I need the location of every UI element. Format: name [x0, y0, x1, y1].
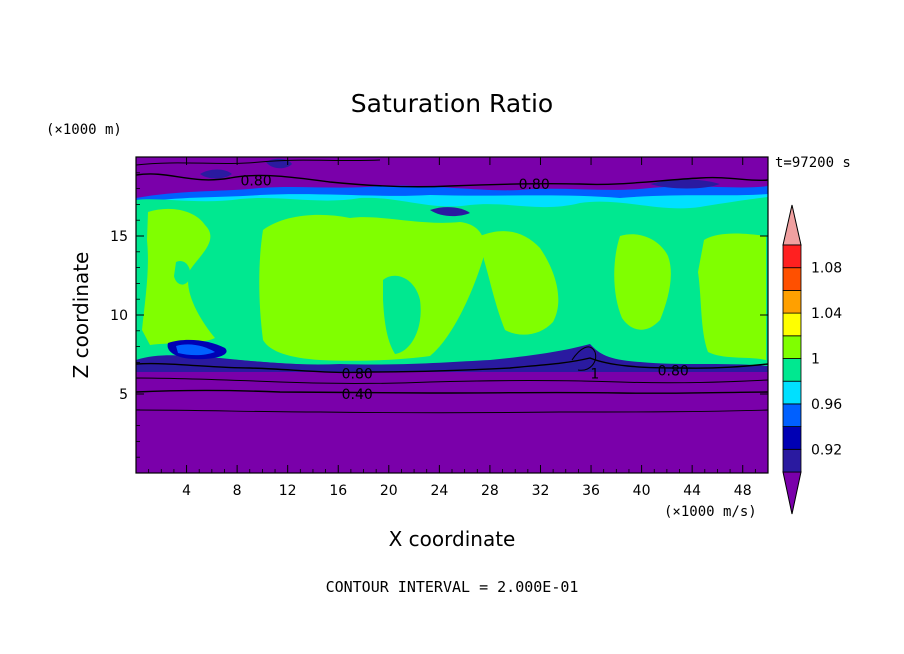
saturation-field: [136, 157, 768, 473]
x-tick-label-36: 36: [582, 483, 600, 499]
colorbar-segment-2: [782, 426, 802, 450]
x-tick-label-12: 12: [279, 483, 297, 499]
contour-label-5: 1: [590, 366, 599, 382]
colorbar-segment-10: [782, 244, 802, 269]
cloud-base-band: [136, 344, 768, 372]
colorbar-segment-1: [782, 448, 802, 473]
contour-labels: 0.80 0.80 0.80 0.40 1 0.80: [240, 174, 688, 403]
colorbar-segment-3: [782, 403, 802, 427]
contour-mid: [136, 377, 768, 384]
contour-label-1: 0.80: [240, 174, 271, 190]
x-tick-label-40: 40: [633, 483, 651, 499]
colorbar-segment-4: [782, 380, 802, 405]
y-tick-label-15: 15: [110, 229, 128, 245]
saturated-patch-4: [614, 234, 671, 330]
cloud-top-fragment-4: [430, 207, 470, 217]
x-tick-label-20: 20: [380, 483, 398, 499]
colorbar-label-3: 1: [811, 352, 820, 368]
x-tick-label-16: 16: [329, 483, 347, 499]
green-island-2: [174, 260, 191, 285]
x-tick-label-48: 48: [734, 483, 752, 499]
chart-title: Saturation Ratio: [351, 89, 553, 118]
x-tick-label-4: 4: [182, 483, 191, 499]
colorbar-label-4: 0.96: [811, 397, 842, 413]
colorbar-segment-5: [782, 358, 802, 382]
x-tick-label-28: 28: [481, 483, 499, 499]
colorbar-label-5: 0.92: [811, 442, 842, 458]
contour-label-2: 0.80: [519, 177, 550, 193]
green-island-1: [383, 275, 421, 354]
saturated-patch-2: [259, 214, 485, 361]
contour-label-4: 0.40: [342, 387, 373, 403]
x-tick-label-32: 32: [532, 483, 550, 499]
cloud-top-fragment-1: [200, 169, 232, 179]
x-tick-label-8: 8: [233, 483, 242, 499]
contour-interval-note: CONTOUR INTERVAL = 2.000E-01: [326, 578, 579, 596]
colorbar-segment-9: [782, 267, 802, 291]
colorbar-label-1: 1.08: [811, 261, 842, 277]
contour-0.80-bottom: [136, 357, 768, 374]
y-axis-unit: (×1000 m): [46, 122, 122, 138]
time-label: t=97200 s: [775, 155, 851, 171]
colorbar-min-arrow: [782, 471, 802, 515]
y-axis: 5 10 15: [110, 172, 768, 458]
contour-1-loop: [571, 346, 597, 371]
cloud-top-fragment-3: [650, 179, 720, 189]
cloud-base-patch-left-inner: [176, 344, 215, 356]
contour-0.80-top: [136, 173, 768, 188]
x-axis-unit: (×1000 m/s): [664, 504, 757, 520]
y-tick-label-10: 10: [110, 308, 128, 324]
contour-label-3: 0.80: [342, 366, 373, 382]
contour-upper-thin: [136, 159, 381, 166]
x-tick-label-44: 44: [683, 483, 701, 499]
contour-label-6: 0.80: [658, 363, 689, 379]
x-axis-title: X coordinate: [389, 527, 516, 551]
saturated-patch-5: [698, 233, 766, 360]
contour-0.40: [136, 389, 768, 394]
y-axis-title: Z coordinate: [69, 252, 93, 379]
colorbar: 1.08 1.04 1 0.96 0.92: [782, 204, 842, 515]
x-axis: 4 8 12 16 20 24 28 32 36 40 44 48: [148, 157, 756, 499]
contour-low: [136, 409, 768, 414]
colorbar-segment-8: [782, 289, 802, 314]
colorbar-label-2: 1.04: [811, 306, 842, 322]
colorbar-max-arrow: [782, 204, 802, 246]
saturated-patch-3: [480, 231, 559, 335]
colorbar-segment-7: [782, 312, 802, 337]
colorbar-segment-6: [782, 335, 802, 359]
x-tick-label-24: 24: [430, 483, 448, 499]
y-tick-label-5: 5: [119, 387, 128, 403]
